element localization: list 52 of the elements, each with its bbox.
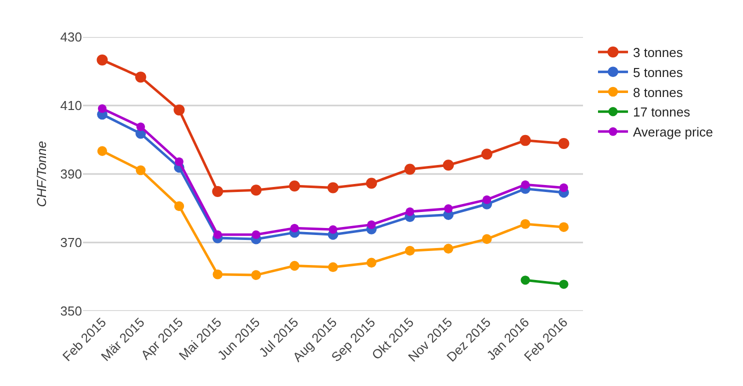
point (443, 244, 454, 254)
point (520, 276, 530, 285)
point (328, 225, 338, 234)
point (559, 183, 568, 192)
point (558, 138, 570, 150)
point (482, 195, 492, 204)
point (406, 207, 414, 216)
point (289, 180, 300, 192)
point (213, 230, 222, 239)
point (366, 258, 376, 268)
point (404, 164, 416, 175)
y-tick-label: 390 (60, 166, 82, 182)
point (251, 270, 261, 280)
y-tick-label: 430 (60, 30, 82, 45)
legend-label: 8 tonnes (633, 84, 684, 100)
point (98, 104, 107, 113)
point (482, 234, 492, 244)
point (212, 186, 224, 197)
point (328, 262, 338, 272)
point (174, 157, 184, 166)
point (481, 148, 492, 160)
point (212, 269, 223, 280)
point (328, 182, 338, 194)
point (521, 180, 530, 189)
legend-label: 17 tonnes (633, 104, 691, 120)
point (136, 122, 145, 132)
point (442, 160, 454, 171)
point (174, 104, 185, 116)
point (405, 246, 415, 256)
point (96, 54, 108, 66)
legend-label: 5 tonnes (633, 64, 684, 80)
point (97, 146, 108, 156)
point (367, 220, 376, 229)
point (252, 230, 260, 239)
legend-label: Average price (633, 124, 713, 140)
y-tick-label: 370 (60, 235, 82, 250)
point (174, 201, 184, 212)
legend-label: 3 tonnes (633, 45, 684, 60)
point (250, 184, 262, 196)
point (520, 134, 531, 146)
y-tick-label: 350 (60, 304, 82, 319)
point (290, 260, 300, 271)
point (135, 72, 146, 83)
y-tick-label: 410 (60, 98, 82, 114)
point (559, 280, 568, 289)
y-axis-title: CHF/Tonne (34, 141, 50, 207)
point (520, 219, 530, 229)
point (558, 222, 569, 232)
point (366, 178, 377, 189)
point (290, 224, 299, 232)
point (136, 165, 146, 176)
point (444, 204, 453, 213)
